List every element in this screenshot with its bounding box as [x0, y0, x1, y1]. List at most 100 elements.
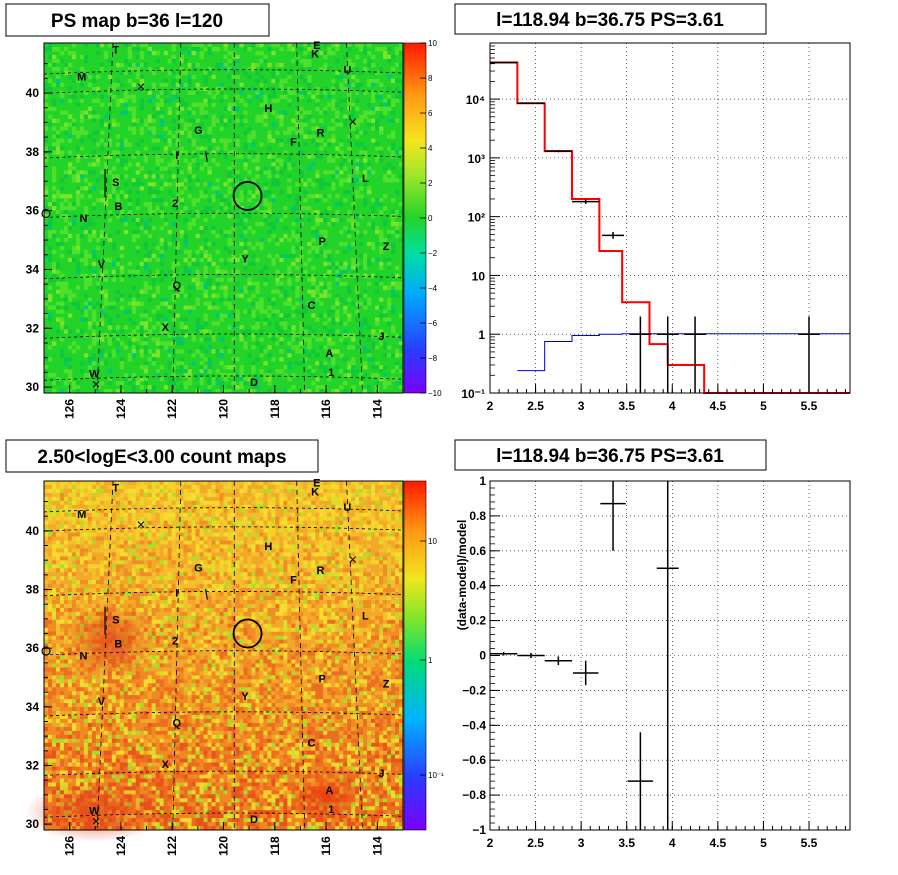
count-map-pixel: [111, 746, 117, 751]
ps-map-pixel: [75, 329, 81, 334]
ps-map-pixel: [255, 317, 260, 322]
count-map-pixel: [63, 714, 69, 720]
count-map-pixel: [91, 687, 97, 692]
ps-map-pixel: [187, 174, 192, 179]
count-map-pixel: [103, 520, 109, 525]
ps-map-pixel: [63, 130, 69, 135]
count-map-pixel: [47, 623, 53, 629]
ps-map-pixel: [223, 389, 228, 394]
count-map-pixel: [123, 496, 129, 502]
ps-map-pixel: [327, 337, 332, 342]
count-map-pixel: [99, 738, 105, 744]
ps-map-pixel: [231, 50, 236, 56]
count-map-pixel: [99, 588, 105, 593]
ps-map-pixel: [143, 313, 149, 318]
count-map-pixel: [51, 703, 57, 708]
count-map-pixel: [91, 484, 97, 490]
ps-map-pixel: [159, 166, 164, 171]
count-map-pixel: [87, 576, 93, 581]
ps-map-pixel: [287, 341, 292, 346]
ps-map-pixel: [275, 182, 280, 187]
count-map-pixel: [91, 552, 97, 557]
ps-map-pixel: [127, 261, 133, 267]
ps-map-pixel: [311, 118, 316, 123]
count-map-pixel: [115, 488, 121, 494]
count-map-pixel: [47, 516, 53, 521]
count-map-pixel: [47, 766, 53, 771]
ps-map-pixel: [44, 94, 49, 99]
ps-map-pixel: [303, 309, 308, 314]
ps-map-pixels: [44, 43, 404, 394]
ps-map-pixel: [127, 317, 133, 322]
ps-map-pixel: [267, 321, 272, 326]
ps-map-pixel: [375, 106, 380, 111]
ps-map-pixel: [367, 325, 372, 330]
ps-map-pixel: [47, 293, 53, 298]
count-map-pixel: [119, 718, 125, 724]
ps-map-pixel: [295, 257, 300, 263]
count-map-pixel: [119, 580, 125, 585]
count-map-pixel: [119, 742, 125, 748]
ps-map-pixel: [199, 166, 204, 171]
count-map-pixel: [67, 742, 73, 748]
count-map-pixel: [75, 671, 81, 676]
ps-map-pixel: [359, 214, 364, 219]
count-map-pixel: [95, 580, 101, 585]
ps-map-pixel: [263, 194, 268, 199]
ps-map-pixel: [239, 221, 244, 227]
ps-map-pixel: [151, 70, 156, 76]
ps-map-pixel: [267, 134, 272, 139]
ps-map-pixel: [55, 377, 61, 382]
ps-map-pixel: [223, 377, 228, 382]
ps-map-pixel: [103, 166, 109, 171]
count-map-pixel: [75, 512, 81, 517]
ps-map-pixel: [299, 130, 304, 135]
ps-map-pixel: [159, 134, 164, 139]
count-map-pixel: [71, 726, 77, 732]
ps-map-pixel: [223, 182, 228, 187]
ps-map-pixel: [267, 190, 272, 195]
ps-map-pixel: [367, 82, 372, 88]
ps-map-pixel: [371, 257, 376, 263]
ps-map-pixel: [399, 237, 404, 243]
ps-map-pixel: [395, 46, 400, 52]
ps-map-pixel: [339, 182, 344, 187]
count-map-pixel: [47, 726, 53, 732]
count-map-pixel: [44, 588, 49, 593]
count-map-pixel: [59, 683, 65, 688]
ps-map-pixel: [291, 261, 296, 267]
count-map-pixel: [44, 603, 49, 609]
ps-map-pixel: [91, 154, 97, 159]
count-map-pixel: [51, 584, 57, 589]
ps-map-pixel: [319, 66, 324, 72]
ps-map-pixel: [99, 122, 105, 127]
ps-map-pixel: [227, 257, 232, 263]
count-map-pixel: [107, 540, 113, 545]
ps-map-pixel: [191, 74, 196, 80]
ps-map-pixel: [387, 146, 392, 151]
ps-map-pixel: [203, 102, 208, 107]
ps-map-pixel: [199, 210, 204, 215]
spectrum-panel: l=118.94 b=36.75 PS=3.61 2 2.5 3 3.5 4 4.5 5 5.…: [454, 3, 851, 413]
ps-map-pixel: [243, 146, 248, 151]
ps-map-pixel: [367, 58, 372, 64]
ps-map-pixel: [219, 206, 224, 211]
ps-map-pixel: [315, 297, 320, 302]
ps-map-pixel: [191, 198, 196, 203]
ps-map-pixel: [339, 86, 344, 92]
ps-map-pixel: [311, 277, 316, 282]
ps-map-pixel: [203, 313, 208, 318]
ps-map-pixel: [44, 253, 49, 259]
count-map-pixel: [79, 671, 85, 676]
ps-map-pixel: [79, 361, 85, 366]
ps-map-pixel: [259, 297, 264, 302]
count-map-pixel: [123, 528, 129, 533]
ps-map-pixel: [131, 94, 137, 99]
ps-map-pixel: [327, 46, 332, 52]
ps-map-pixel: [227, 325, 232, 330]
ps-map-pixel: [247, 46, 252, 52]
count-map-pixel: [47, 695, 53, 700]
count-map-pixel: [83, 711, 89, 716]
count-map-pixel: [111, 504, 117, 510]
ps-map-pixel: [103, 361, 109, 366]
